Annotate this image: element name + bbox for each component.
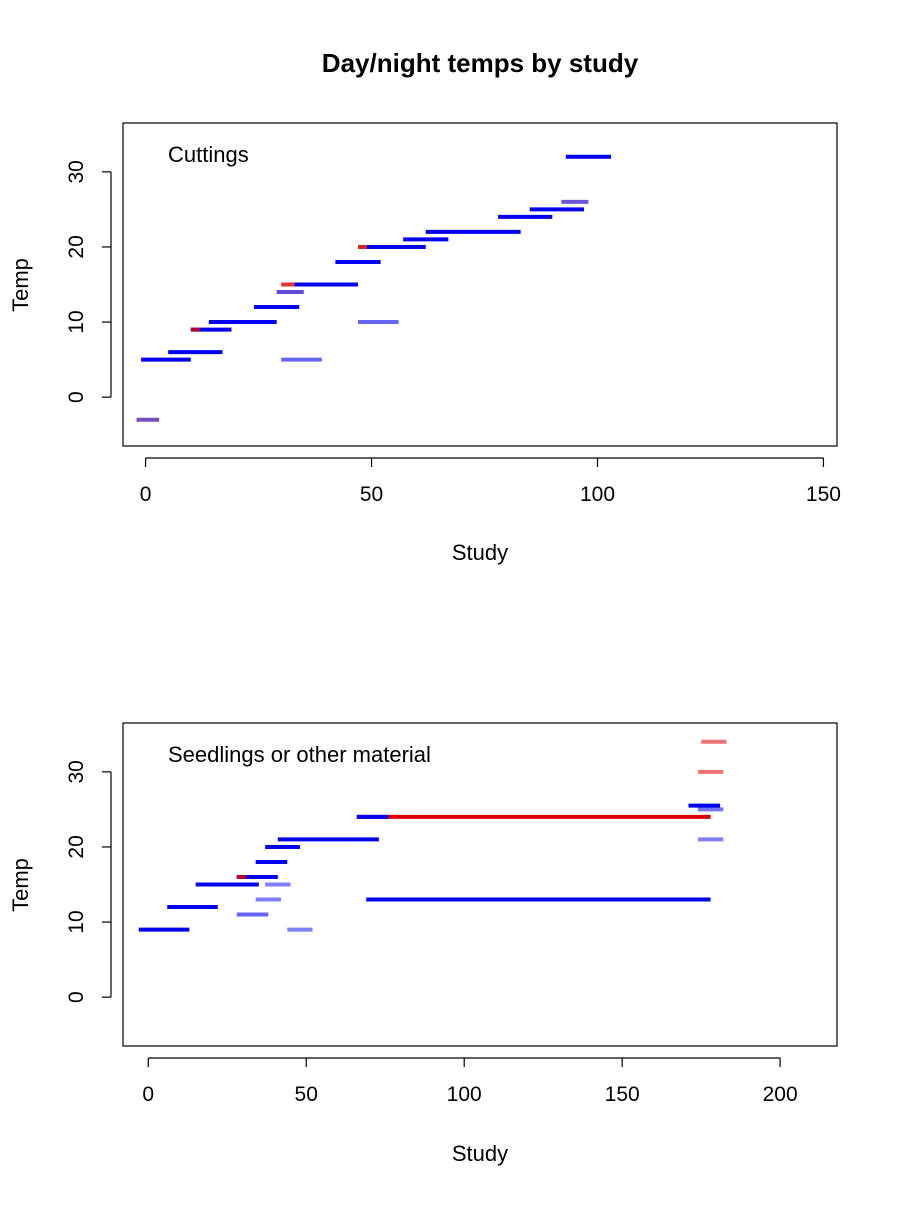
y-axis-title: Temp <box>8 258 33 312</box>
y-tick-label: 0 <box>65 391 88 403</box>
plot-frame <box>122 722 838 1047</box>
panel-annotation: Seedlings or other material <box>168 742 431 767</box>
y-tick-label: 20 <box>65 835 88 858</box>
x-tick-label: 100 <box>447 1083 482 1106</box>
panel-annotation: Cuttings <box>168 142 249 167</box>
x-axis: 0 50 100 150 200 <box>142 1057 798 1106</box>
y-tick-label: 10 <box>65 910 88 933</box>
x-axis-title: Study <box>452 1141 508 1166</box>
x-tick-label: 50 <box>295 1083 318 1106</box>
segments <box>138 739 727 932</box>
x-tick-label: 0 <box>140 483 152 506</box>
x-tick-label: 100 <box>580 483 615 506</box>
x-axis: 0 50 100 150 <box>140 457 841 506</box>
x-tick-label: 0 <box>142 1083 154 1106</box>
chart-title: Day/night temps by study <box>322 48 639 78</box>
panel-cuttings: Cuttings Study Temp 0 50 100 150 0 10 20 30 <box>8 122 841 565</box>
plot-frame <box>122 122 838 447</box>
x-tick-label: 50 <box>360 483 383 506</box>
x-axis-title: Study <box>452 540 508 565</box>
y-axis: 0 10 20 30 <box>65 760 112 1003</box>
x-tick-label: 150 <box>605 1083 640 1106</box>
y-tick-label: 30 <box>65 160 88 183</box>
panel-seedlings: Seedlings or other material Study Temp 0… <box>8 722 838 1166</box>
y-tick-label: 10 <box>65 310 88 333</box>
segments <box>136 154 612 422</box>
x-tick-label: 150 <box>806 483 841 506</box>
y-axis-title: Temp <box>8 858 33 912</box>
y-axis: 0 10 20 30 <box>65 160 112 403</box>
y-tick-label: 30 <box>65 760 88 783</box>
x-tick-label: 200 <box>763 1083 798 1106</box>
y-tick-label: 0 <box>65 991 88 1003</box>
y-tick-label: 20 <box>65 235 88 258</box>
